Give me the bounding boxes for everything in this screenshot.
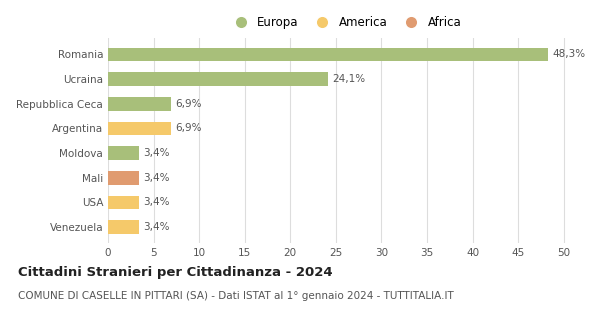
Text: Cittadini Stranieri per Cittadinanza - 2024: Cittadini Stranieri per Cittadinanza - 2… [18,266,332,279]
Text: 48,3%: 48,3% [553,50,586,60]
Bar [108,48,548,61]
Bar [108,72,328,86]
Text: 3,4%: 3,4% [143,148,170,158]
Text: 3,4%: 3,4% [143,222,170,232]
Bar [108,146,139,160]
Text: 3,4%: 3,4% [143,197,170,207]
Text: 24,1%: 24,1% [332,74,365,84]
Text: COMUNE DI CASELLE IN PITTARI (SA) - Dati ISTAT al 1° gennaio 2024 - TUTTITALIA.I: COMUNE DI CASELLE IN PITTARI (SA) - Dati… [18,291,454,301]
Text: 6,9%: 6,9% [175,99,202,109]
Bar [108,122,171,135]
Bar [108,97,171,111]
Bar [108,220,139,234]
Text: 3,4%: 3,4% [143,173,170,183]
Text: 6,9%: 6,9% [175,124,202,133]
Bar [108,171,139,185]
Bar [108,196,139,209]
Legend: Europa, America, Africa: Europa, America, Africa [224,12,466,34]
